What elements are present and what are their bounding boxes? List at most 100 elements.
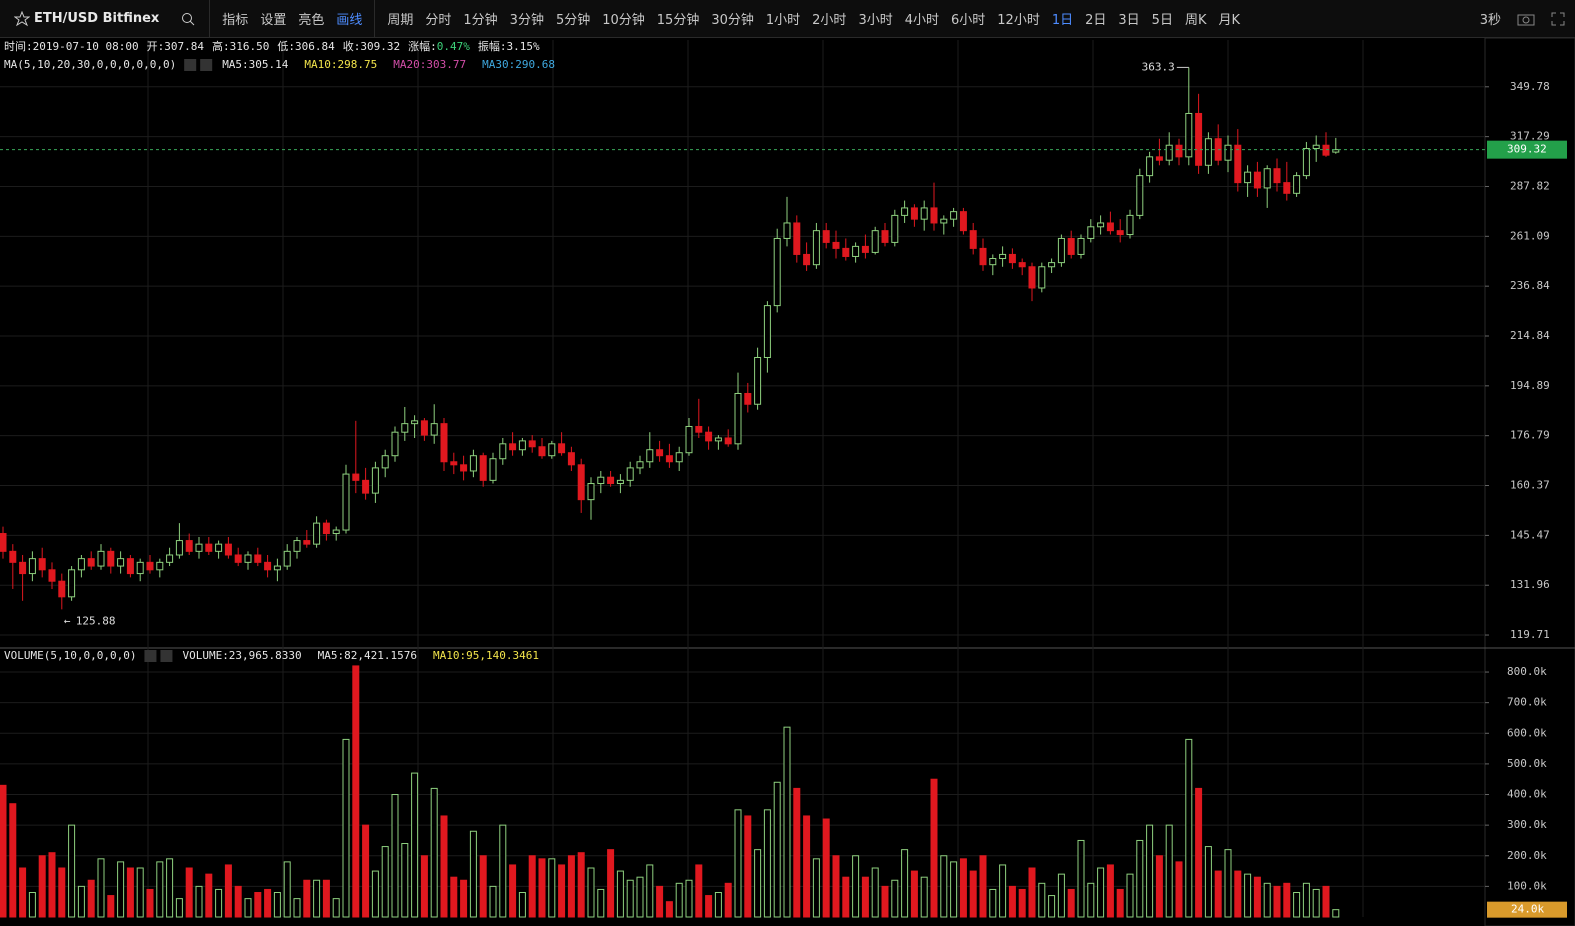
tool-button[interactable]: 设置: [260, 13, 287, 28]
candle-body: [1322, 144, 1330, 156]
periods: 分时 1分钟 3分钟 5分钟 10分钟 15分钟 30分钟 1小时 2小时 3小时 4小时 6小时 12…: [419, 9, 1246, 28]
candle-body: [58, 580, 66, 598]
period-button[interactable]: 2日: [1085, 13, 1107, 28]
candle-body: [420, 420, 428, 436]
period-button[interactable]: 10分钟: [602, 13, 645, 28]
star-icon[interactable]: [14, 10, 30, 27]
volume-bar: [989, 888, 997, 918]
period-button[interactable]: 2小时: [812, 13, 847, 28]
volume-bar: [1116, 888, 1124, 918]
volume-bar: [156, 861, 164, 918]
volume-bar: [175, 898, 183, 918]
period-button[interactable]: 分时: [425, 13, 452, 28]
candle-body: [832, 241, 840, 249]
volume-bar: [616, 870, 624, 918]
period-button[interactable]: 15分钟: [656, 13, 700, 28]
candle-body: [48, 569, 56, 582]
candle-body: [901, 207, 909, 216]
volume-bar: [1136, 839, 1144, 918]
period-button[interactable]: 周K: [1184, 13, 1207, 28]
y-tick-label: 261.09: [1510, 229, 1550, 242]
volume-bar: [1293, 892, 1301, 918]
period-button[interactable]: 1日: [1051, 13, 1074, 28]
period-button[interactable]: 1分钟: [463, 13, 498, 28]
volume-bar: [1018, 888, 1026, 918]
volume-bar: [724, 882, 732, 918]
candle-body: [1302, 148, 1310, 177]
refresh[interactable]: 3秒: [1479, 13, 1501, 28]
candle-body: [303, 540, 311, 545]
volume-bar: [1087, 882, 1095, 918]
candle-body: [881, 230, 889, 243]
period-button[interactable]: 1小时: [765, 13, 801, 28]
period-button[interactable]: 4小时: [904, 13, 939, 28]
period-button[interactable]: 5分钟: [555, 13, 591, 28]
period-button[interactable]: 3分钟: [509, 13, 544, 28]
fullscreen-icon[interactable]: [1551, 12, 1565, 26]
candle-body: [861, 245, 869, 253]
candle-body: [616, 479, 624, 485]
legend-text: 306.84: [295, 40, 335, 53]
y-tick-label: 317.29: [1510, 130, 1550, 143]
candle-body: [1214, 138, 1222, 161]
period-menu[interactable]: 周期: [387, 13, 414, 28]
candle-body: [685, 425, 693, 454]
candle-body: [597, 476, 605, 485]
candle-body: [803, 253, 811, 266]
volume-bar: [1038, 882, 1046, 918]
candle-body: [1155, 156, 1163, 161]
period-button[interactable]: 12小时: [997, 13, 1040, 28]
candle-body: [1195, 112, 1203, 166]
candle-body: [479, 455, 487, 481]
camera-icon[interactable]: [1517, 12, 1535, 26]
current-price-label: 309.32: [1507, 143, 1547, 156]
candle-body: [469, 455, 477, 472]
min-annotation: 125.88: [76, 614, 116, 627]
close-icon: [160, 650, 173, 662]
settings-icon: [184, 59, 197, 71]
volume-bar: [332, 898, 340, 918]
volume-bar: [1273, 885, 1281, 918]
period-button[interactable]: 30分钟: [711, 13, 754, 28]
period-button[interactable]: 3小时: [858, 13, 893, 28]
volume-bar: [861, 876, 869, 918]
max-annotation: 363.3: [1142, 60, 1175, 73]
min-annotation: ←: [64, 614, 71, 627]
last-volume-box: [1487, 901, 1567, 918]
volume-bar: [1048, 895, 1056, 918]
volume-bar: [567, 855, 575, 918]
y-tick-label: 176.79: [1510, 429, 1550, 442]
period-button[interactable]: 6小时: [951, 13, 986, 28]
volume-bar: [9, 803, 17, 918]
candle-body: [705, 431, 713, 442]
legend-text: MA10:298.75: [304, 58, 377, 71]
volume-bar: [87, 879, 95, 918]
search-icon[interactable]: [181, 12, 195, 26]
volume-bar: [754, 849, 762, 918]
period-button[interactable]: 5日: [1151, 13, 1173, 28]
period-button[interactable]: 3日: [1118, 13, 1140, 28]
tool-button[interactable]: 亮色: [298, 13, 325, 28]
volume-bar: [362, 824, 370, 918]
symbol[interactable]: ETH/USD Bitfinex: [34, 11, 160, 26]
axis-panel: [1484, 37, 1575, 926]
volume-bar: [1165, 824, 1173, 918]
volume-bar: [303, 879, 311, 918]
settings-icon: [144, 650, 157, 662]
period-button[interactable]: 月K: [1218, 13, 1241, 28]
candle-body: [1077, 237, 1085, 255]
tool-button[interactable]: 指标: [222, 13, 249, 28]
volume-bar: [518, 892, 526, 918]
volume-bar: [665, 901, 673, 918]
volume-bar: [1067, 888, 1075, 918]
y-tick-label: 500.0k: [1507, 757, 1547, 770]
current-price-box: [1487, 140, 1567, 159]
volume-bar: [577, 852, 585, 918]
volume-bar: [528, 855, 536, 918]
separator: [209, 0, 211, 38]
candle-body: [126, 558, 134, 575]
candle-body: [352, 473, 360, 481]
tool-button[interactable]: 画线: [336, 13, 363, 28]
volume-bar: [1195, 787, 1203, 918]
volume-bar: [1057, 873, 1065, 918]
